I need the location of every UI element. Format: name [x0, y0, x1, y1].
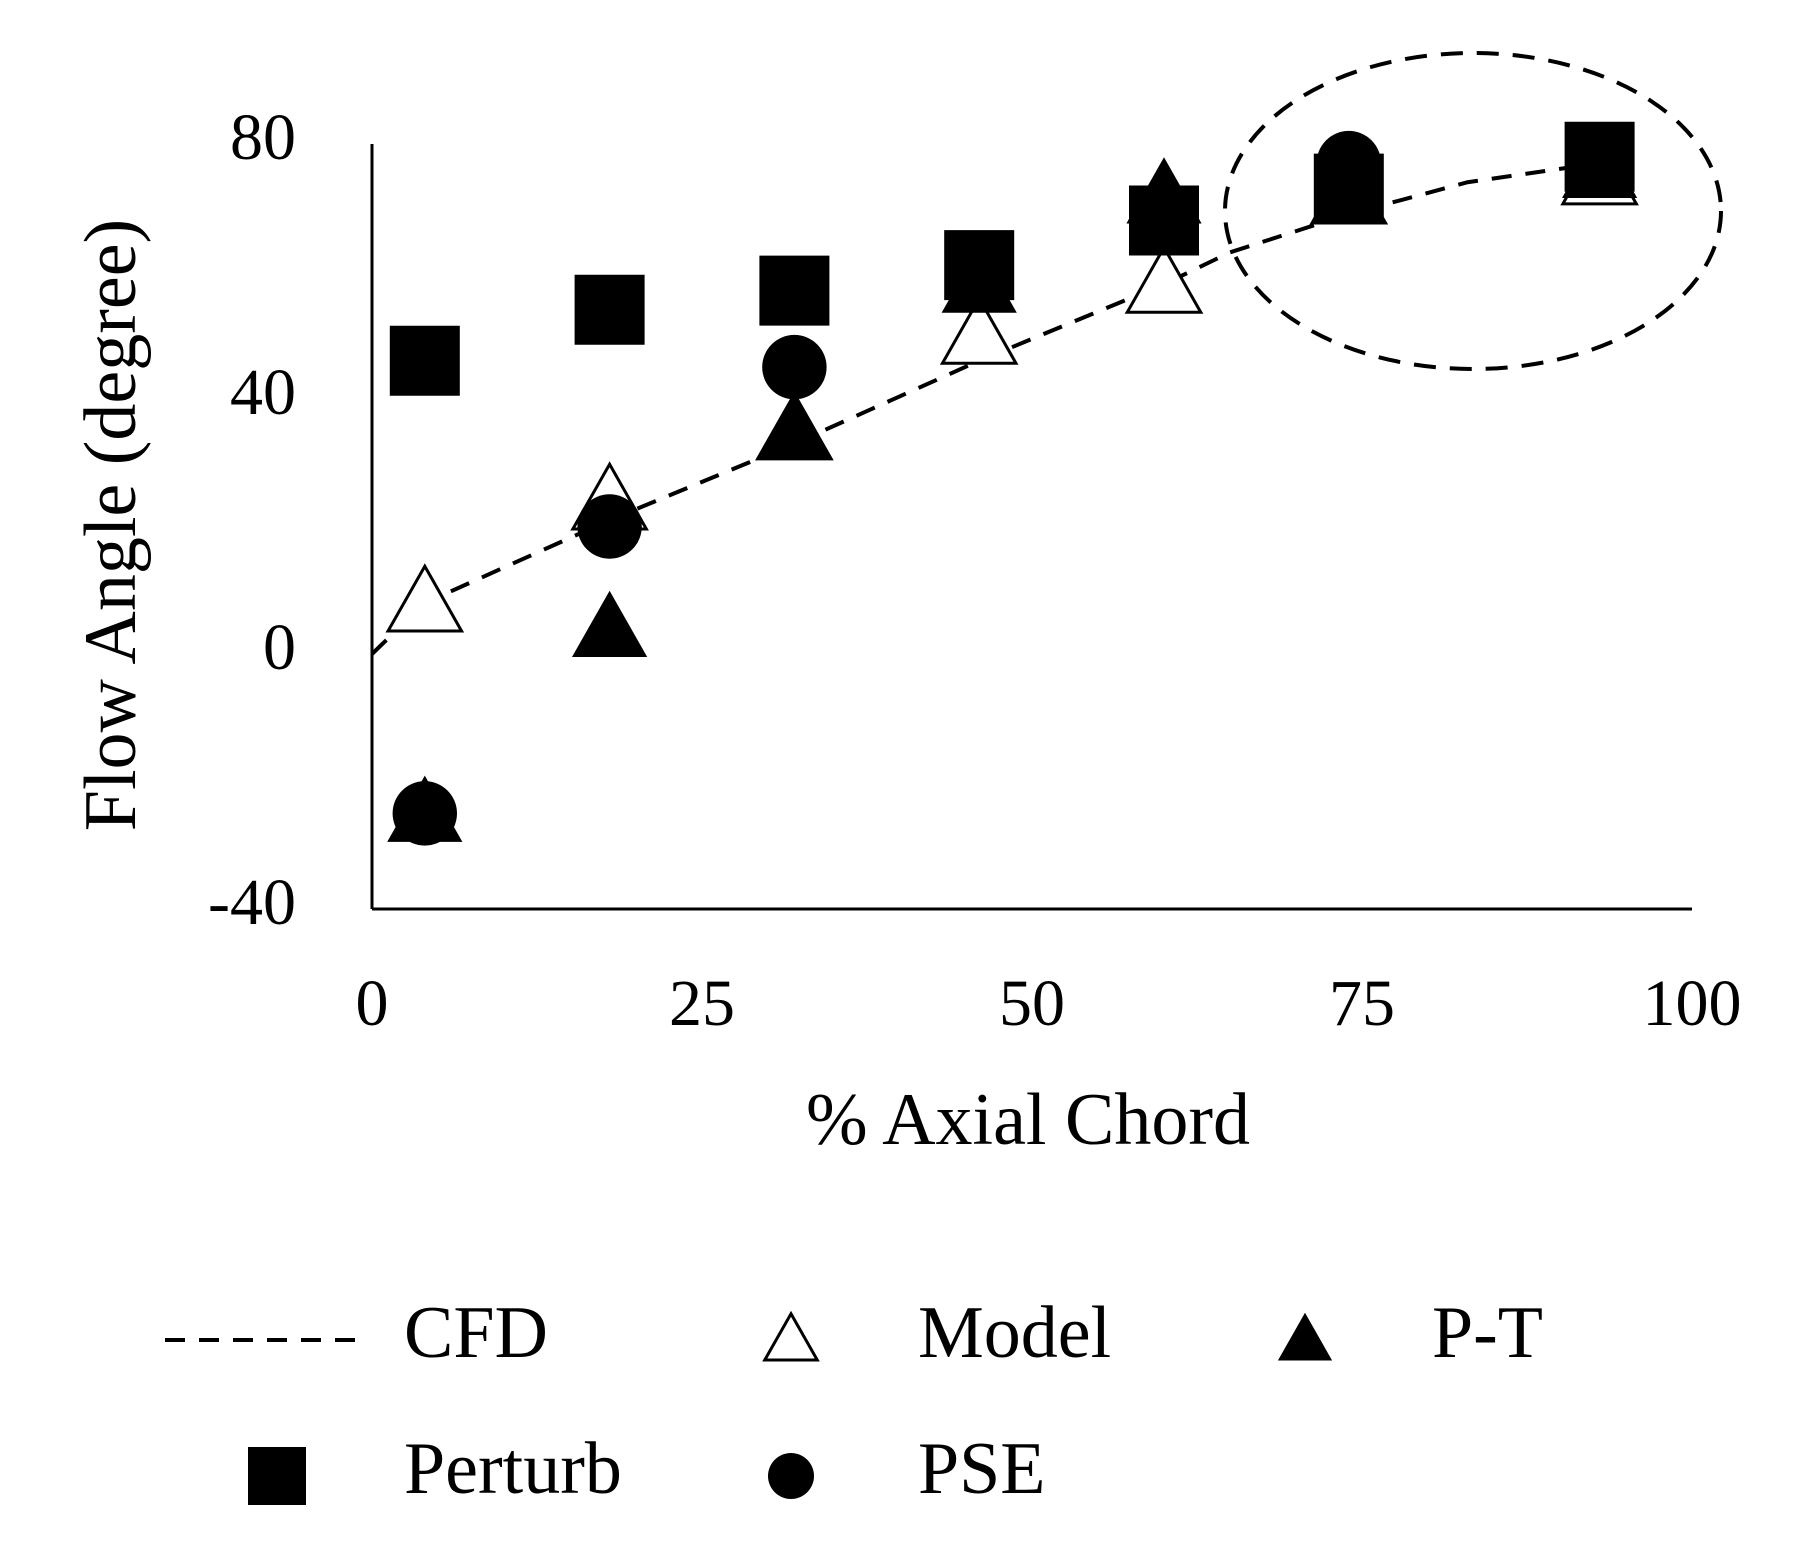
circle-marker: [762, 334, 827, 400]
y-axis-title: Flow Angle (degree): [70, 219, 152, 831]
legend-label: CFD: [404, 1292, 548, 1374]
circle-marker: [577, 494, 642, 559]
y-tick-label: 40: [230, 356, 296, 429]
legend-symbol: [768, 1453, 814, 1499]
x-tick-label: 50: [999, 967, 1065, 1040]
open-triangle-marker: [939, 295, 1019, 365]
open-triangle-marker: [385, 563, 465, 633]
legend-label: P-T: [1432, 1292, 1543, 1374]
cfd-line: [370, 161, 1600, 656]
square-marker: [574, 274, 645, 345]
legend-symbol: [762, 1310, 820, 1362]
highlight-ellipse: [1223, 51, 1723, 371]
y-tick-label: 0: [263, 611, 296, 684]
x-tick-label: 75: [1329, 967, 1395, 1040]
circle-marker: [1316, 130, 1382, 196]
x-tick-label: 0: [356, 967, 389, 1040]
triangle-marker: [756, 393, 833, 460]
open-triangle-marker: [1124, 244, 1204, 314]
y-tick-label: 80: [230, 101, 296, 174]
x-tick-label: 25: [669, 967, 735, 1040]
legend-label: Perturb: [404, 1428, 622, 1510]
square-marker: [759, 255, 830, 326]
x-axis-title: % Axial Chord: [806, 1079, 1250, 1161]
square-marker: [389, 325, 460, 396]
circle-marker: [1567, 124, 1632, 189]
legend-symbol: [1277, 1312, 1333, 1361]
y-tick-label: -40: [208, 866, 296, 939]
circle-marker: [392, 781, 457, 846]
legend-label: PSE: [918, 1428, 1046, 1510]
legend-label: Model: [918, 1292, 1111, 1374]
legend-symbol: [248, 1447, 306, 1505]
circle-marker: [947, 239, 1012, 304]
x-tick-label: 100: [1643, 967, 1742, 1040]
circle-marker: [1131, 188, 1197, 253]
triangle-marker: [571, 590, 648, 657]
